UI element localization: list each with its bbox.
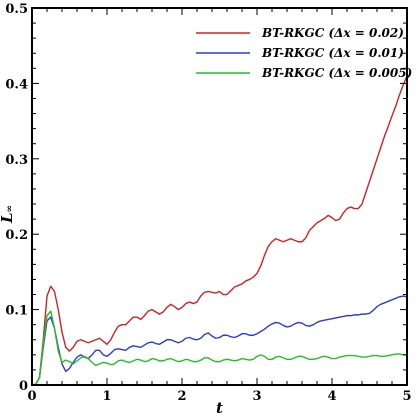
y-axis-label-subscript: ∞: [5, 205, 15, 213]
legend-label-2: BT-RKGC (Δx = 0.01): [261, 46, 404, 60]
plot-frame: [31, 7, 408, 386]
y-tick-label: 0.4: [5, 77, 28, 92]
y-tick-label: 0.2: [5, 228, 28, 243]
x-axis-ticks: 0 1 2 3 4 5: [27, 8, 412, 404]
x-tick-label: 2: [177, 389, 186, 404]
x-tick-label: 4: [327, 389, 336, 404]
series-line-2: [31, 295, 408, 386]
legend-label-3: BT-RKGC (Δx = 0.005): [261, 66, 412, 80]
series-line-1: [31, 75, 408, 386]
y-tick-label: 0.5: [5, 2, 28, 17]
x-tick-label: 5: [402, 389, 411, 404]
y-axis-label-main: L: [0, 212, 16, 224]
y-tick-label: 0: [19, 379, 28, 394]
y-axis-label: L∞: [0, 205, 16, 224]
x-tick-label: 1: [102, 389, 111, 404]
y-tick-label: 0.3: [5, 153, 28, 168]
y-tick-label: 0.1: [5, 304, 28, 319]
x-tick-label: 3: [252, 389, 261, 404]
x-axis-label: t: [216, 399, 223, 417]
x-tick-label: 0: [27, 389, 36, 404]
legend-label-1: BT-RKGC (Δx = 0.02): [261, 26, 404, 40]
legend: BT-RKGC (Δx = 0.02) BT-RKGC (Δx = 0.01) BT…: [196, 26, 412, 80]
plot-lines: [31, 75, 408, 386]
series-line-3: [31, 310, 407, 386]
y-axis-ticks: 0 0.1 0.2 0.3 0.4 0.5: [5, 2, 407, 394]
